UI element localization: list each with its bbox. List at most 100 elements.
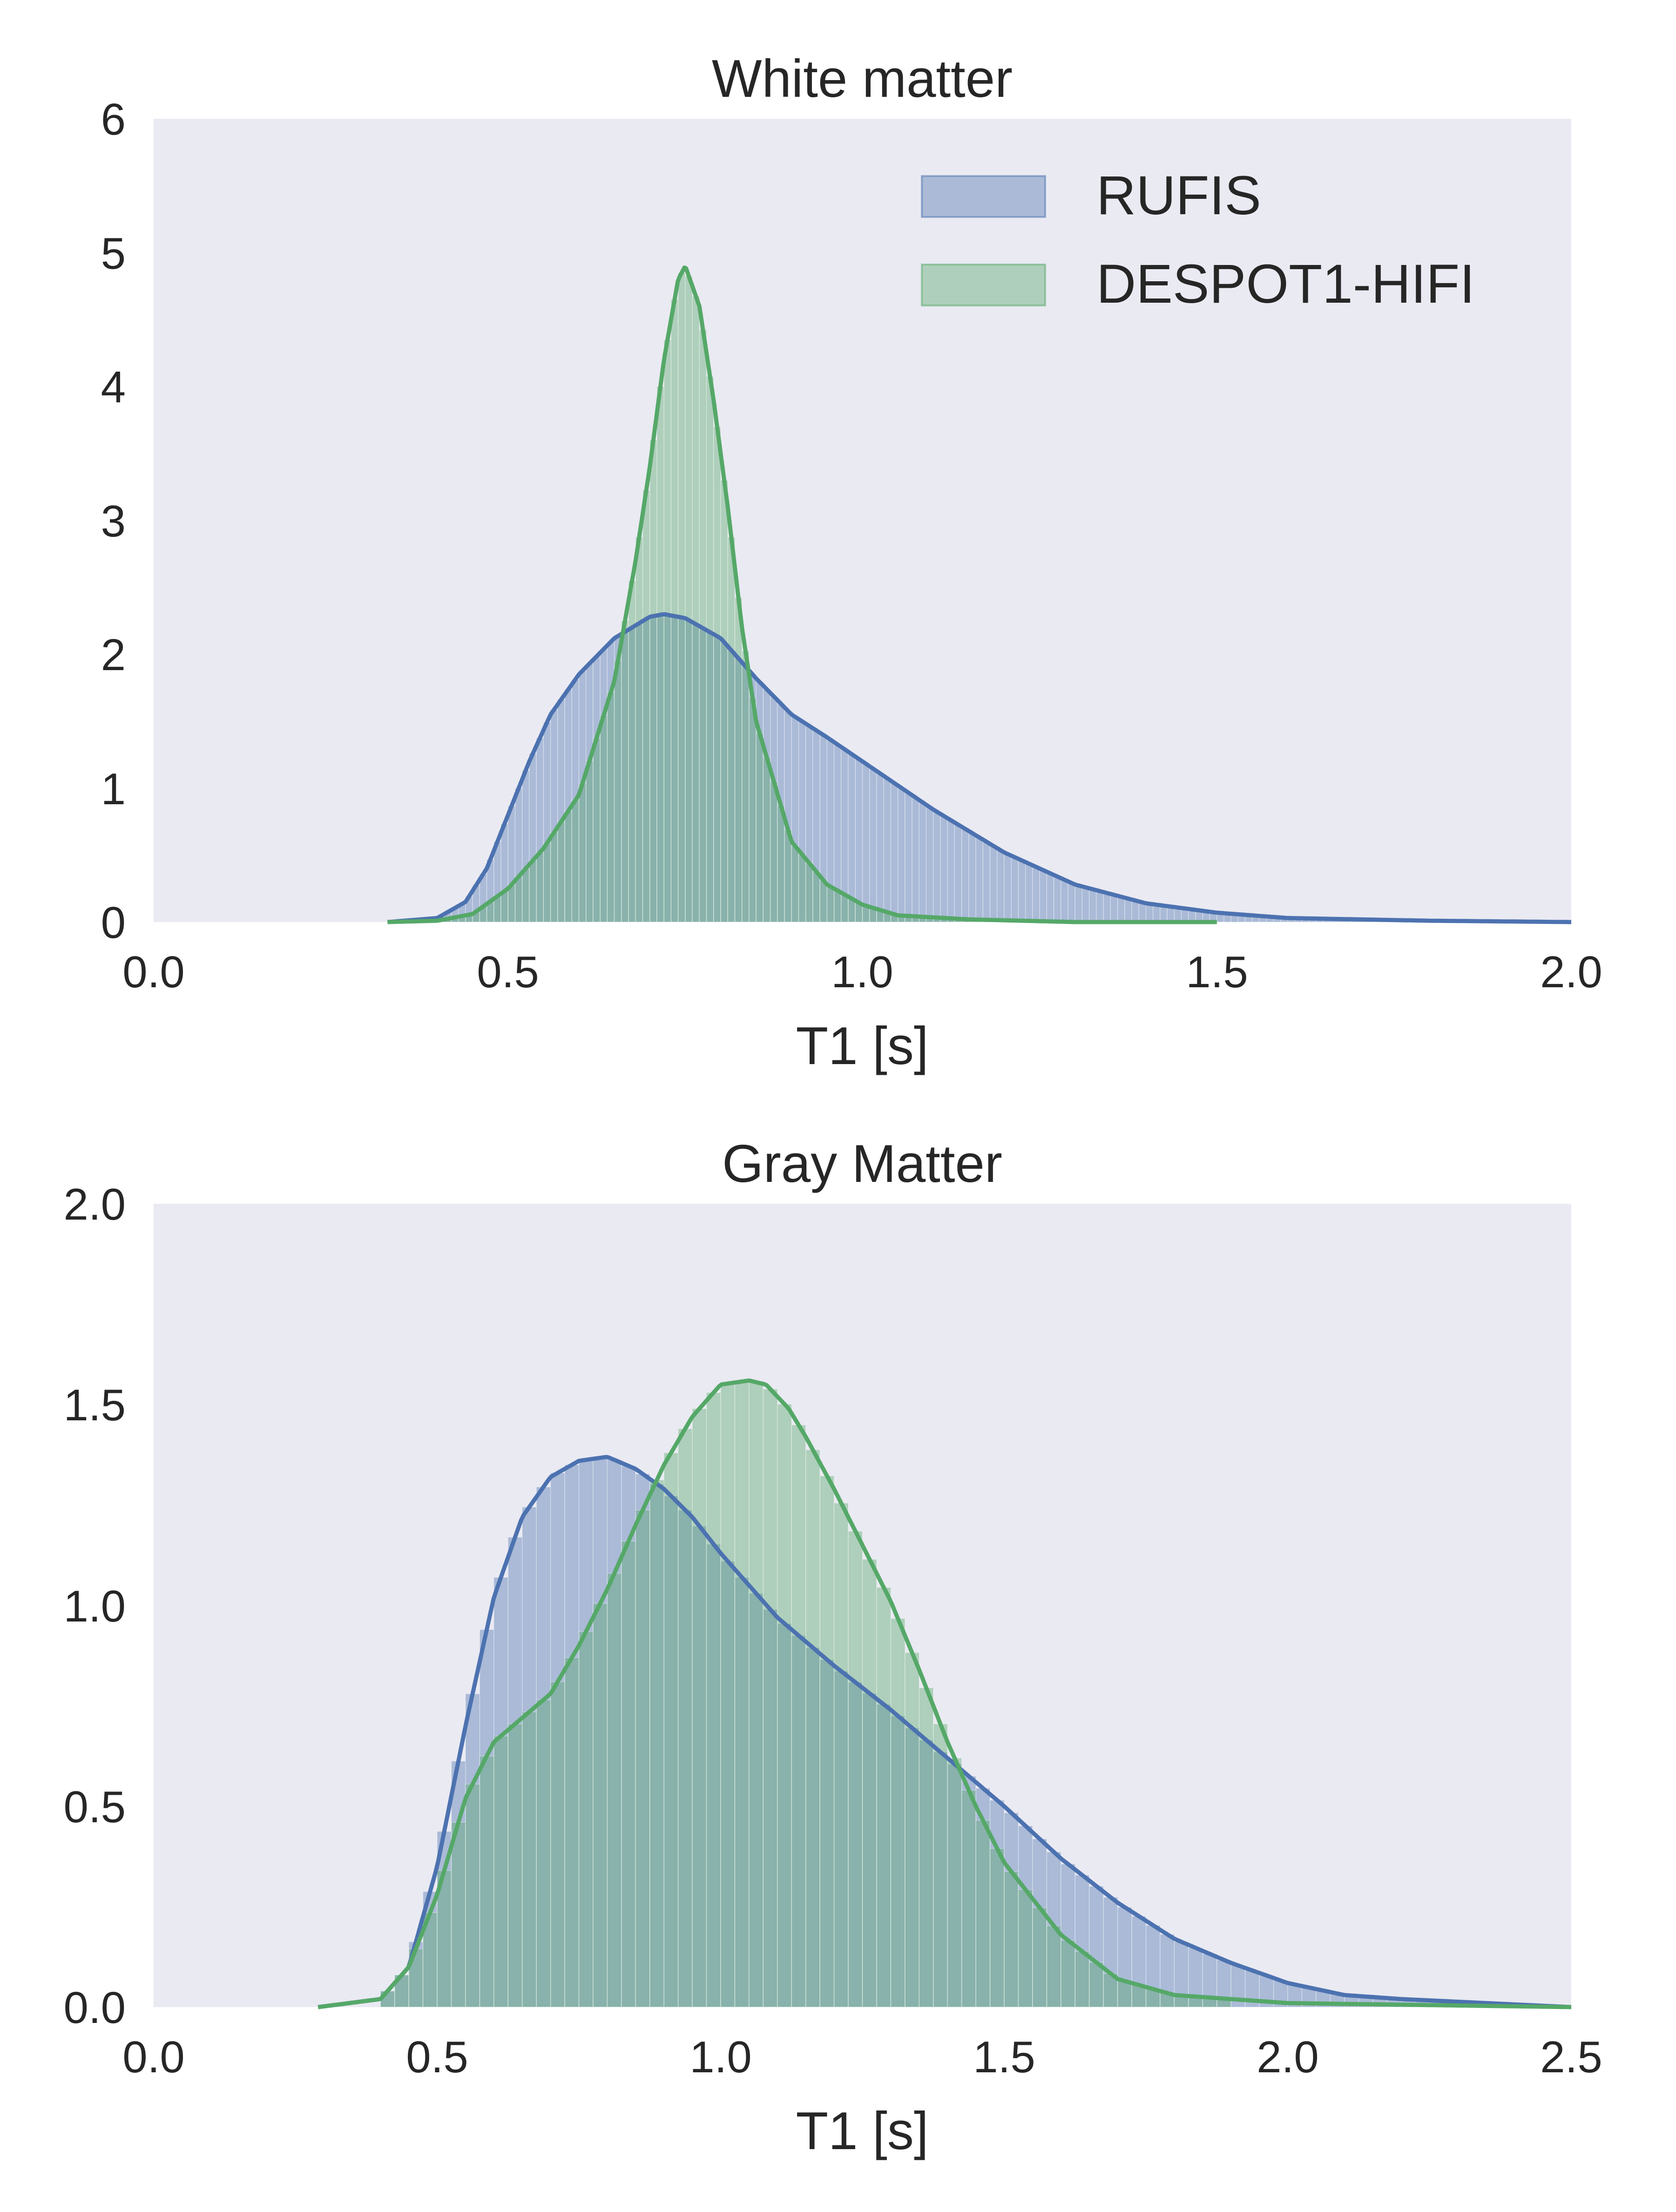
hist-bar-despot1-hifi <box>642 490 650 923</box>
hist-bar-despot1-hifi <box>720 1383 736 2008</box>
x-tick-label: 2.0 <box>1257 2032 1318 2082</box>
hist-bar-despot1-hifi <box>564 810 573 923</box>
hist-bar-rufis <box>1068 882 1075 923</box>
hist-bar-rufis <box>947 1764 962 2008</box>
y-tick-label: 1.0 <box>64 1581 126 1631</box>
legend-swatch-rufis <box>921 175 1046 218</box>
hist-bar-despot1-hifi <box>905 1652 920 2008</box>
kde-line-rufis <box>387 612 1571 924</box>
hist-bar-despot1-hifi <box>521 1711 537 2008</box>
hist-bar-despot1-hifi <box>961 1790 976 2008</box>
hist-bar-despot1-hifi <box>578 1631 594 2008</box>
hist-bar-rufis <box>507 1537 523 2008</box>
x-tick-label: 2.0 <box>1540 947 1602 997</box>
hist-bar-despot1-hifi <box>1061 1940 1075 2008</box>
hist-bar-rufis <box>607 1459 622 2008</box>
hist-bar-rufis <box>805 1647 820 2008</box>
hist-bar-despot1-hifi <box>826 886 835 923</box>
hist-bar-rufis <box>1039 869 1048 923</box>
hist-bar-rufis <box>1124 898 1132 923</box>
hist-bar-rufis <box>1046 873 1054 923</box>
hist-bar-rufis <box>912 797 920 923</box>
hist-bar-despot1-hifi <box>1117 1981 1132 2008</box>
y-tick-label: 1 <box>101 764 126 814</box>
hist-bar-despot1-hifi <box>798 854 806 923</box>
x-tick-label: 0.5 <box>477 947 539 997</box>
hist-bar-despot1-hifi <box>1046 1925 1061 2008</box>
hist-bar-despot1-hifi <box>529 860 537 923</box>
hist-bar-rufis <box>1004 854 1012 923</box>
hist-bar-despot1-hifi <box>500 890 508 923</box>
hist-bar-despot1-hifi <box>649 1479 665 2008</box>
hist-bar-rufis <box>777 1623 792 2008</box>
hist-bar-despot1-hifi <box>578 783 587 923</box>
hist-bar-rufis <box>926 807 934 923</box>
hist-bar-despot1-hifi <box>614 660 622 923</box>
x-tick-label: 1.5 <box>973 2032 1035 2082</box>
hist-bar-rufis <box>961 828 969 923</box>
hist-bar-despot1-hifi <box>677 1428 693 2008</box>
hist-bar-despot1-hifi <box>890 1618 906 2008</box>
hist-bar-despot1-hifi <box>493 1736 508 2008</box>
hist-bar-despot1-hifi <box>975 1820 991 2008</box>
hist-bar-rufis <box>1081 887 1090 923</box>
hist-bar-despot1-hifi <box>848 1531 863 2008</box>
hist-bar-rufis <box>862 763 870 923</box>
plot-area <box>154 1204 1571 2007</box>
hist-bar-rufis <box>989 845 998 923</box>
hist-bar-despot1-hifi <box>727 536 736 923</box>
hist-bar-despot1-hifi <box>734 1381 750 2008</box>
hist-bar-despot1-hifi <box>763 1389 778 2008</box>
hist-bar-despot1-hifi <box>550 1681 565 2008</box>
hist-bar-rufis <box>1018 1825 1033 2008</box>
hist-bar-despot1-hifi <box>947 1757 962 2008</box>
kde-line-despot1-hifi <box>387 265 1217 924</box>
y-tick-label: 0.0 <box>64 1983 126 2033</box>
hist-bar-despot1-hifi <box>692 1408 707 2008</box>
hist-bar-rufis <box>677 1509 693 2008</box>
y-tick-label: 0 <box>101 898 126 948</box>
hist-bar-despot1-hifi <box>933 1723 948 2008</box>
hist-bar-despot1-hifi <box>692 296 700 923</box>
hist-bar-despot1-hifi <box>600 715 608 923</box>
hist-bar-rufis <box>521 1506 537 2008</box>
hist-bar-rufis <box>791 1635 806 2008</box>
hist-bar-despot1-hifi <box>749 1382 764 2008</box>
hist-bar-despot1-hifi <box>713 426 721 923</box>
x-tick-label: 0.0 <box>122 2032 184 2082</box>
hist-bar-rufis <box>1110 894 1118 923</box>
hist-bar-rufis <box>465 1693 480 2008</box>
hist-bar-despot1-hifi <box>805 862 813 923</box>
hist-bar-despot1-hifi <box>621 1540 636 2008</box>
hist-bar-rufis <box>1145 903 1154 923</box>
hist-bar-despot1-hifi <box>876 1587 892 2008</box>
hist-bar-rufis <box>663 1495 679 2008</box>
hist-bar-despot1-hifi <box>833 1502 849 2008</box>
hist-bar-despot1-hifi <box>557 821 565 923</box>
hist-bar-rufis <box>1088 889 1097 923</box>
panel-gray-matter: Gray Matter 0.0 0.5 1.0 1.5 2.0 2.5 0.0 … <box>64 1134 1602 2161</box>
hist-bar-rufis <box>855 759 863 923</box>
hist-bar-despot1-hifi <box>635 1509 650 2008</box>
hist-bar-despot1-hifi <box>706 1392 721 2008</box>
hist-bar-despot1-hifi <box>521 868 530 923</box>
hist-bar-despot1-hifi <box>819 1475 835 2008</box>
hist-bar-rufis <box>649 1483 665 2008</box>
y-tick-label: 6 <box>101 95 126 144</box>
hist-bar-rufis <box>1061 879 1068 923</box>
hist-bar-despot1-hifi <box>756 733 764 923</box>
hist-bar-rufis <box>1103 1897 1118 2008</box>
hist-bar-rufis <box>1131 1916 1147 2008</box>
legend-label-despot1-hifi: DESPOT1-HIFI <box>1096 253 1475 315</box>
hist-bar-rufis <box>947 820 955 923</box>
y-tick-label: 0.5 <box>64 1782 126 1832</box>
legend-label-rufis: RUFIS <box>1096 165 1261 226</box>
hist-bar-despot1-hifi <box>451 1822 466 2008</box>
hist-bar-rufis <box>564 1464 580 2008</box>
hist-bar-rufis <box>1032 1839 1048 2008</box>
hist-bar-despot1-hifi <box>741 651 750 923</box>
hist-bar-despot1-hifi <box>734 597 743 923</box>
hist-bar-despot1-hifi <box>593 1603 608 2008</box>
x-axis-label: T1 [s] <box>796 2102 928 2161</box>
